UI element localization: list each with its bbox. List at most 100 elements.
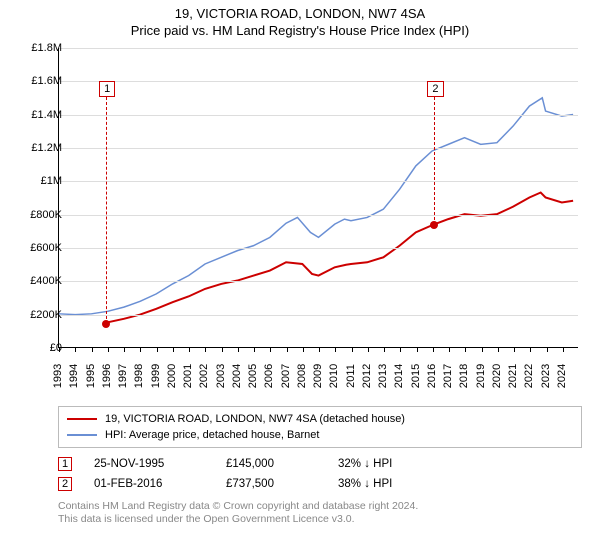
gridline [59,48,578,49]
x-tick [433,348,434,352]
transaction-badge: 1 [58,457,72,471]
x-axis-label: 2008 [296,361,308,391]
x-tick [417,348,418,352]
annotation-dot [102,320,110,328]
y-axis-label: £1M [41,175,62,187]
transaction-badge: 2 [58,477,72,491]
gridline [59,148,578,149]
x-axis-label: 2007 [280,361,292,391]
x-tick [530,348,531,352]
series-price_paid [106,193,573,323]
transaction-diff: 32% ↓ HPI [338,458,428,470]
x-axis-label: 1996 [101,361,113,391]
x-tick [547,348,548,352]
x-tick [335,348,336,352]
y-axis-label: £800K [30,209,62,221]
y-axis-label: £1.6M [31,75,62,87]
plot-area: 12 [58,48,578,348]
x-axis-label: 2017 [442,361,454,391]
x-tick [205,348,206,352]
x-axis-label: 1994 [68,361,80,391]
gridline [59,181,578,182]
x-tick [563,348,564,352]
x-axis-label: 1995 [85,361,97,391]
x-axis-label: 2020 [491,361,503,391]
x-tick [319,348,320,352]
y-axis-label: £1.8M [31,42,62,54]
annotation-line [106,97,107,324]
gridline [59,248,578,249]
x-axis-label: 2013 [377,361,389,391]
annotation-dot [430,221,438,229]
legend-row: HPI: Average price, detached house, Barn… [67,427,573,443]
gridline [59,115,578,116]
x-axis-label: 1997 [117,361,129,391]
gridline [59,215,578,216]
x-axis-label: 2001 [182,361,194,391]
x-axis-label: 2000 [166,361,178,391]
legend-row: 19, VICTORIA ROAD, LONDON, NW7 4SA (deta… [67,411,573,427]
x-tick [124,348,125,352]
chart: 12 £0£200K£400K£600K£800K£1M£1.2M£1.4M£1… [10,44,590,404]
x-axis-label: 2003 [215,361,227,391]
x-axis-label: 2011 [345,361,357,391]
legend-swatch-2 [67,434,97,436]
x-tick [189,348,190,352]
y-axis-label: £600K [30,242,62,254]
x-axis-label: 2004 [231,361,243,391]
x-tick [352,348,353,352]
x-tick [140,348,141,352]
annotation-badge: 2 [427,81,443,97]
x-axis-label: 2019 [475,361,487,391]
x-tick [514,348,515,352]
x-tick [108,348,109,352]
y-axis-label: £1.2M [31,142,62,154]
annotation-badge: 1 [99,81,115,97]
y-axis-label: £1.4M [31,109,62,121]
x-tick [222,348,223,352]
transaction-diff: 38% ↓ HPI [338,478,428,490]
page-subtitle: Price paid vs. HM Land Registry's House … [10,23,590,38]
x-tick [254,348,255,352]
x-axis-label: 2021 [507,361,519,391]
footer: Contains HM Land Registry data © Crown c… [58,500,590,526]
x-axis-label: 2014 [393,361,405,391]
x-tick [400,348,401,352]
x-axis-label: 1999 [150,361,162,391]
x-tick [157,348,158,352]
x-axis-label: 2022 [523,361,535,391]
x-tick [287,348,288,352]
page-title: 19, VICTORIA ROAD, LONDON, NW7 4SA [10,6,590,21]
legend-swatch-1 [67,418,97,420]
x-axis-label: 2012 [361,361,373,391]
y-axis-label: £200K [30,309,62,321]
x-tick [173,348,174,352]
legend-label-1: 19, VICTORIA ROAD, LONDON, NW7 4SA (deta… [105,413,405,425]
x-axis-label: 2009 [312,361,324,391]
x-axis-label: 2010 [328,361,340,391]
x-tick [482,348,483,352]
x-axis-label: 2006 [263,361,275,391]
footer-line-2: This data is licensed under the Open Gov… [58,513,590,526]
x-tick [384,348,385,352]
x-tick [238,348,239,352]
transaction-price: £145,000 [226,458,316,470]
x-tick [498,348,499,352]
x-axis-label: 2024 [556,361,568,391]
gridline [59,81,578,82]
transaction-price: £737,500 [226,478,316,490]
transaction-date: 25-NOV-1995 [94,458,204,470]
x-axis-label: 2002 [198,361,210,391]
y-axis-label: £0 [50,342,62,354]
x-axis-label: 2023 [540,361,552,391]
transaction-row: 201-FEB-2016£737,50038% ↓ HPI [58,474,590,494]
annotation-line [434,97,435,225]
x-tick [368,348,369,352]
y-axis-label: £400K [30,275,62,287]
transaction-row: 1 25-NOV-1995 £145,000 32% ↓ HPI [58,454,590,474]
chart-svg [59,48,578,347]
gridline [59,281,578,282]
x-axis-label: 2005 [247,361,259,391]
gridline [59,315,578,316]
legend: 19, VICTORIA ROAD, LONDON, NW7 4SA (deta… [58,406,582,448]
